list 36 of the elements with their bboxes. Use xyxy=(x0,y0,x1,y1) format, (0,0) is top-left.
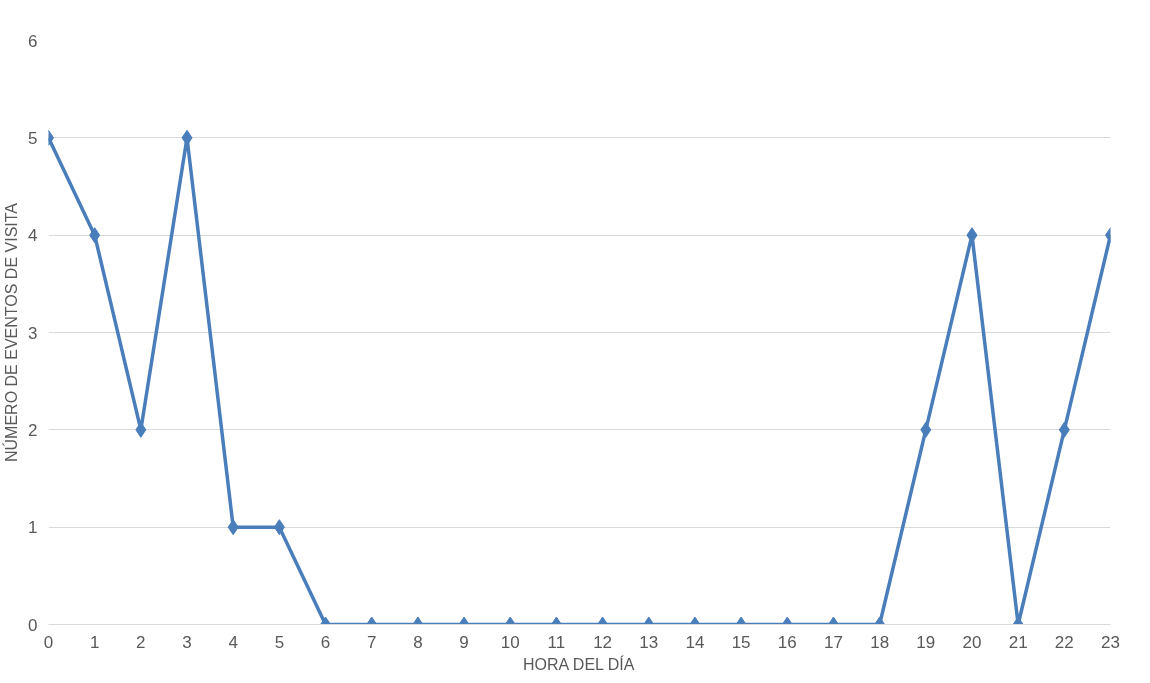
x-tick-label: 17 xyxy=(824,632,843,652)
y-tick-label: 0 xyxy=(28,615,38,635)
x-tick-label: 1 xyxy=(89,632,100,652)
x-tick-label: 18 xyxy=(870,632,890,652)
point xyxy=(1058,421,1070,438)
x-tick-label: 16 xyxy=(777,632,797,652)
point xyxy=(920,421,932,438)
x-tick-label: 10 xyxy=(500,632,520,652)
y-tick-label: 3 xyxy=(28,323,38,343)
x-tick-label: 14 xyxy=(685,632,705,652)
x-tick-label: 4 xyxy=(228,632,238,652)
x-tick-label: 11 xyxy=(547,632,566,652)
x-tick-label: 19 xyxy=(916,632,936,652)
y-tick-label: 5 xyxy=(28,128,38,148)
x-tick-label: 9 xyxy=(459,632,469,652)
x-tick-label: 21 xyxy=(1008,632,1028,652)
x-tick-label: 0 xyxy=(43,632,54,652)
x-tick-label: 13 xyxy=(639,632,659,652)
y-tick-label: 4 xyxy=(28,226,38,246)
x-tick-label: 20 xyxy=(962,632,982,652)
x-axis-title: HORA DEL DÍA xyxy=(523,654,635,673)
x-tick-label: 6 xyxy=(320,632,331,652)
x-tick-label: 15 xyxy=(731,632,751,652)
x-tick-label: 22 xyxy=(1054,632,1074,652)
x-tick-label: 12 xyxy=(593,632,613,652)
x-tick-label: 23 xyxy=(1101,632,1120,652)
x-tick-label: 5 xyxy=(274,632,285,652)
y-tick-label: 2 xyxy=(28,420,38,440)
y-axis-title: NÚMERO DE EVENTOS DE VISITA xyxy=(2,202,21,462)
y-tick-label: 6 xyxy=(28,31,38,51)
x-tick-label: 7 xyxy=(366,632,377,652)
point xyxy=(89,227,101,244)
x-tick-label: 2 xyxy=(136,632,146,652)
x-tick-label: 3 xyxy=(182,632,192,652)
x-tick-label: 8 xyxy=(413,632,423,652)
y-tick-label: 1 xyxy=(28,518,38,538)
